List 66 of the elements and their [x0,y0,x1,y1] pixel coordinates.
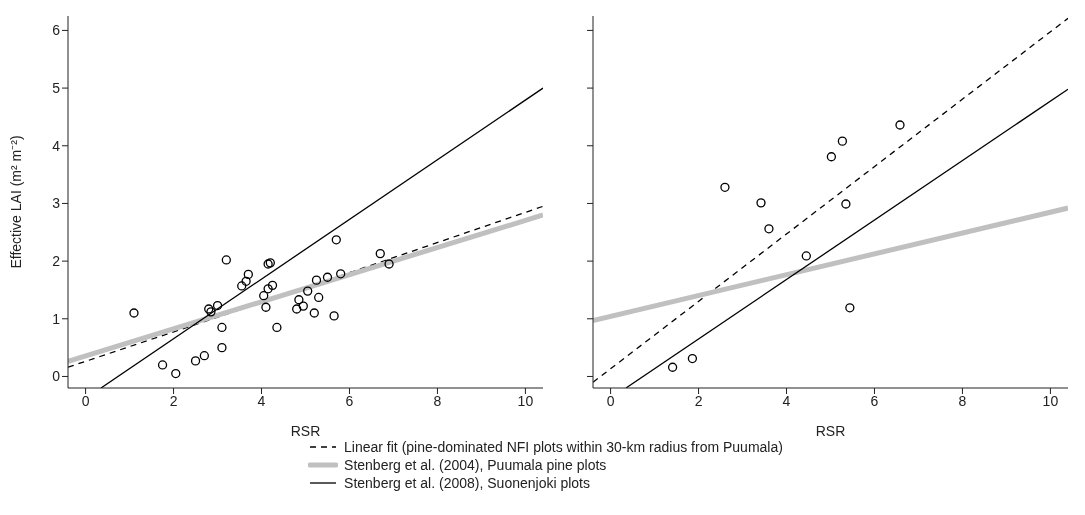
point [384,259,394,269]
point [272,322,282,333]
x-tick-label: 2 [169,392,178,409]
point [331,235,341,245]
point [311,275,322,285]
point [720,182,730,192]
x-tick-label: 4 [257,392,266,409]
point [329,311,339,321]
point [375,248,385,259]
x-axis-title: RSR [815,423,846,439]
point [336,269,346,279]
point [241,276,251,286]
y-tick-label: 1 [52,310,61,327]
y-tick-label: 2 [52,253,61,270]
point [199,351,209,361]
x-tick-label: 6 [345,392,354,409]
x-tick-label: 2 [694,392,703,409]
x-tick-label: 6 [870,392,879,409]
point [303,286,313,296]
point [845,303,855,313]
x-tick-label: 0 [81,392,90,409]
point [171,368,181,379]
point [756,198,766,208]
point [237,281,247,291]
x-tick-label: 10 [1042,392,1059,409]
x-tick-label: 8 [958,392,967,409]
legend-label: Stenberg et al. (2008), Suonenjoki plots [344,475,590,491]
x-tick-label: 4 [782,392,791,409]
point [190,356,201,366]
point [267,280,278,290]
y-tick-label: 4 [52,137,61,154]
point [243,269,253,280]
point [294,295,304,305]
point [764,224,774,234]
point [298,301,308,311]
x-tick-label: 0 [606,392,615,409]
point [217,342,227,353]
point [309,308,319,318]
point [217,322,227,333]
point [687,353,698,364]
point [212,300,223,311]
point [221,255,231,265]
y-tick-label: 3 [52,195,61,212]
point [157,360,168,370]
x-tick-label: 8 [433,392,442,409]
point [261,302,271,312]
y-tick-label: 5 [52,80,61,97]
legend-label: Stenberg et al. (2004), Puumala pine plots [344,457,607,473]
point [826,152,837,162]
legend-label: Linear fit (pine-dominated NFI plots within 30-km radius from Puumala) [344,439,783,455]
y-tick-label: 6 [52,22,61,39]
point [837,136,848,146]
point [129,308,139,318]
x-axis-title: RSR [290,423,321,439]
point [292,304,302,314]
point [314,292,324,303]
point [322,272,333,282]
point [895,120,905,130]
point [841,199,851,209]
point [667,362,678,372]
point [801,251,811,261]
y-axis-title: Effective LAI (m² m⁻²) [7,135,24,269]
point [259,291,269,301]
point [263,284,273,294]
y-tick-label: 0 [52,368,61,385]
x-tick-label: 10 [517,392,534,409]
